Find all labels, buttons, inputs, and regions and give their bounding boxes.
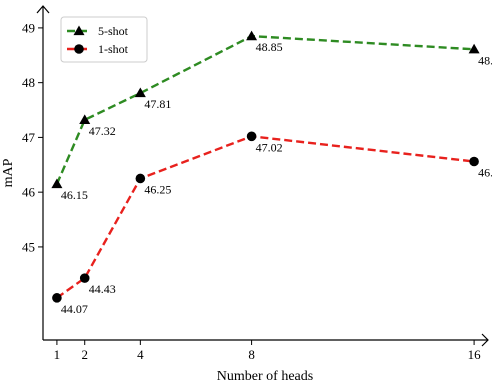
y-tick-label: 46 (22, 185, 36, 200)
x-tick-label: 1 (54, 347, 61, 362)
data-point (79, 273, 90, 283)
series-5-shot: 46.15 47.32 47.81 48.85 48.61 (51, 30, 492, 202)
data-point (52, 293, 62, 303)
legend-marker (74, 44, 84, 54)
data-point (51, 178, 63, 189)
x-tick-label: 8 (248, 347, 255, 362)
series-line (56, 135, 475, 299)
data-label: 48.85 (256, 40, 283, 54)
legend-entry-5-shot: 5-shot (67, 24, 129, 38)
y-tick-label: 49 (22, 20, 35, 35)
data-point (135, 173, 146, 184)
y-axis-arrow (36, 5, 50, 14)
data-point (246, 131, 257, 142)
legend-label: 1-shot (98, 42, 129, 56)
data-label: 44.07 (61, 302, 88, 316)
y-tick-label: 47 (22, 130, 36, 145)
y-ticks: 45 46 47 48 49 (22, 20, 43, 254)
data-label: 47.81 (144, 97, 171, 111)
y-axis-title: mAP (1, 158, 16, 187)
data-label: 47.02 (256, 140, 283, 154)
data-point (469, 156, 479, 167)
x-tick-label: 16 (468, 347, 482, 362)
x-axis-title: Number of heads (217, 369, 313, 384)
data-label: 46.56 (478, 166, 492, 180)
legend-items: 5-shot 1-shot (67, 24, 129, 56)
data-point (79, 114, 91, 125)
data-label: 44.43 (89, 282, 116, 296)
legend-entry-1-shot: 1-shot (67, 42, 129, 56)
legend-marker (73, 25, 85, 36)
y-tick-label: 48 (22, 75, 35, 90)
x-ticks: 1 2 4 8 16 (54, 340, 481, 362)
axes (36, 5, 489, 347)
data-label: 46.25 (144, 182, 171, 196)
data-point (246, 30, 258, 41)
legend-label: 5-shot (98, 24, 129, 38)
data-label: 47.32 (89, 124, 116, 138)
x-tick-label: 4 (137, 347, 144, 362)
data-label: 46.15 (61, 188, 88, 202)
y-tick-label: 45 (22, 239, 35, 254)
series-line (55, 34, 475, 185)
data-point (134, 87, 146, 98)
x-axis-arrow (481, 333, 489, 347)
legend: 5-shot 1-shot (60, 16, 148, 63)
x-tick-label: 2 (81, 347, 88, 362)
data-label: 48.61 (478, 53, 492, 67)
data-point (468, 43, 480, 54)
